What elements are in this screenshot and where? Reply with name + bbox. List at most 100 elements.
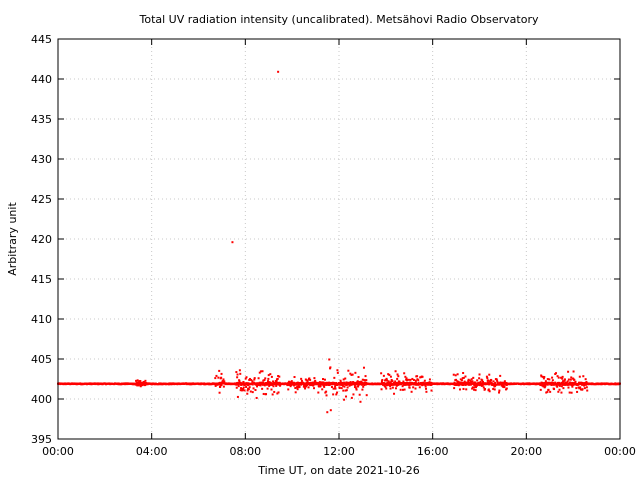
data-point (293, 376, 296, 379)
x-tick-label: 08:00 (229, 445, 261, 458)
data-point (476, 379, 479, 382)
data-point (259, 370, 262, 373)
data-point (321, 388, 324, 391)
data-point (488, 390, 491, 393)
data-point (313, 377, 316, 380)
data-point (585, 381, 588, 384)
data-point (573, 378, 576, 381)
data-point (551, 376, 554, 379)
data-point (357, 382, 360, 385)
data-point (421, 381, 424, 384)
data-point (364, 379, 367, 382)
data-point (562, 387, 565, 390)
data-point (417, 381, 420, 384)
data-point (567, 386, 570, 389)
data-point (318, 385, 321, 388)
data-point (401, 385, 404, 388)
data-point (566, 380, 569, 383)
data-point (402, 380, 405, 383)
data-point (502, 384, 505, 387)
data-point (359, 400, 362, 403)
data-point (345, 389, 348, 392)
data-point (542, 377, 545, 380)
data-point (362, 385, 365, 388)
data-point (215, 374, 218, 377)
y-tick-label: 440 (31, 73, 52, 86)
data-point (419, 376, 422, 379)
data-point (342, 389, 345, 392)
data-point (279, 384, 282, 387)
data-point (322, 384, 325, 387)
data-point (347, 369, 350, 372)
data-point (547, 388, 550, 391)
data-point (560, 376, 563, 379)
data-point (364, 375, 367, 378)
data-point (136, 379, 139, 382)
data-point (382, 383, 385, 386)
data-point (391, 386, 394, 389)
data-point (298, 385, 301, 388)
data-point (354, 386, 356, 389)
data-point (464, 383, 467, 386)
data-points (57, 70, 621, 414)
data-point (412, 386, 415, 389)
data-point (486, 377, 489, 380)
data-point (265, 383, 268, 386)
data-point (309, 378, 312, 381)
data-point (389, 375, 392, 378)
data-point (323, 378, 326, 381)
data-point (354, 371, 357, 374)
data-point (357, 376, 360, 379)
data-point (396, 377, 399, 380)
data-point (254, 389, 257, 392)
data-point (385, 377, 388, 380)
data-point (462, 387, 465, 390)
data-point (325, 381, 328, 384)
x-tick-label: 04:00 (136, 445, 168, 458)
data-point (550, 383, 553, 386)
data-point (220, 383, 223, 386)
data-point (349, 372, 352, 375)
data-point (382, 374, 385, 377)
data-point (307, 386, 310, 389)
data-point (425, 387, 428, 390)
data-point (471, 387, 474, 390)
data-point (323, 385, 326, 388)
data-point (410, 383, 413, 386)
data-point (548, 378, 551, 381)
data-point (578, 375, 581, 378)
data-point (496, 379, 499, 382)
data-point (268, 381, 271, 384)
data-point (218, 369, 221, 372)
data-point (414, 382, 417, 385)
data-point (405, 377, 408, 380)
data-point (238, 369, 241, 372)
data-point (394, 380, 397, 383)
data-point (539, 388, 542, 391)
data-point (560, 385, 563, 388)
data-point (262, 379, 265, 382)
data-point (293, 381, 296, 384)
data-point (362, 366, 365, 369)
data-point (560, 381, 563, 384)
data-point (471, 380, 474, 383)
data-point (572, 377, 575, 380)
data-point (263, 379, 266, 381)
data-point (477, 383, 480, 386)
x-tick-label: 12:00 (323, 445, 355, 458)
data-point (237, 385, 240, 388)
data-point (458, 388, 461, 391)
y-axis-label: Arbitrary unit (6, 202, 19, 276)
data-point (247, 388, 250, 391)
x-tick-label: 20:00 (510, 445, 542, 458)
data-point (222, 385, 225, 388)
data-point (256, 382, 259, 385)
data-point (344, 389, 347, 392)
data-point (143, 381, 146, 384)
data-point (342, 378, 345, 381)
data-point (325, 394, 328, 397)
data-point (457, 381, 460, 384)
data-point (266, 381, 269, 384)
data-point (278, 375, 281, 378)
y-tick-label: 400 (31, 393, 52, 406)
